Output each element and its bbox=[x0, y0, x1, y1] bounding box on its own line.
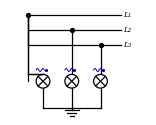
Text: L₁: L₁ bbox=[123, 11, 131, 19]
Text: L₂: L₂ bbox=[123, 26, 131, 34]
Text: L₃: L₃ bbox=[123, 41, 131, 49]
